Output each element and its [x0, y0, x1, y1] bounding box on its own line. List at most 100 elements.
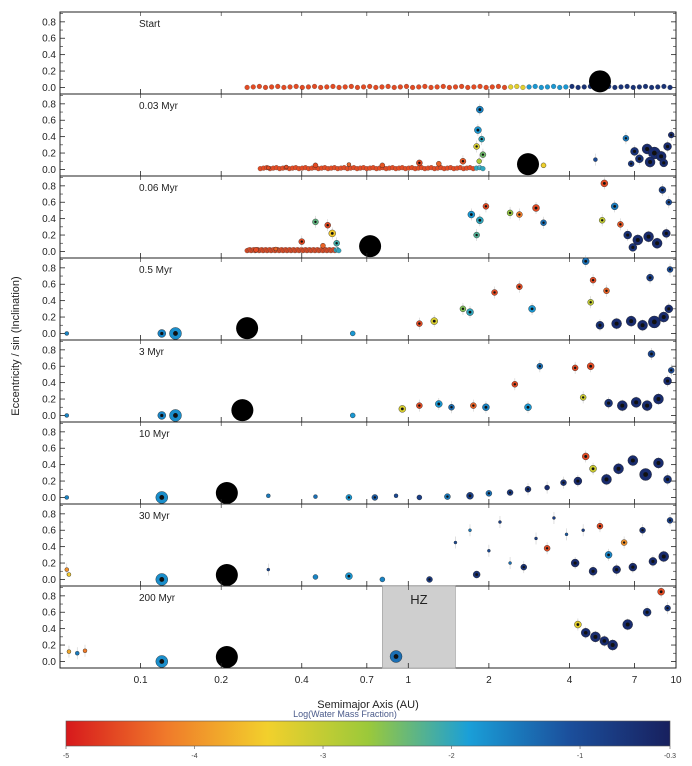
belt-body	[649, 84, 655, 90]
belt-body	[581, 84, 587, 90]
planet-core	[472, 404, 475, 407]
belt-body	[667, 84, 673, 90]
panel-data	[64, 450, 672, 504]
planet-core	[461, 160, 465, 163]
belt-body	[324, 84, 330, 90]
planet-core	[159, 577, 165, 582]
planet-core	[607, 553, 610, 557]
x-axis-title: Semimajor Axis (AU)	[317, 699, 418, 711]
belt-body	[563, 84, 569, 90]
planet-core	[522, 565, 525, 569]
planet-core	[602, 639, 607, 643]
panel-frame	[59, 11, 677, 95]
planet-core	[655, 241, 660, 246]
planet-core	[418, 404, 421, 407]
panel-1: 0.0 0.2 0.4 0.6 0.8 Start	[42, 11, 677, 95]
planet-core	[562, 481, 565, 484]
belt-body	[630, 84, 636, 90]
planet-core	[576, 479, 580, 483]
y-tick-label: 0.2	[42, 559, 56, 570]
panel-4: 0.0 0.2 0.4 0.6 0.8 0.5 Myr	[42, 255, 677, 341]
planet-point	[544, 484, 550, 491]
planet-core	[513, 383, 517, 386]
planet-core	[665, 379, 670, 383]
x-tick-label: 0.7	[360, 675, 374, 686]
planet-core	[326, 224, 329, 227]
panel-time-label: 3 Myr	[139, 347, 165, 358]
planet-core	[530, 307, 534, 311]
jupiter-point	[359, 235, 382, 258]
y-tick-label: 0.2	[42, 231, 56, 242]
panel-time-label: 0.03 Myr	[139, 101, 179, 112]
planet-core	[602, 181, 606, 185]
planet-core	[493, 291, 496, 294]
planet-core	[573, 561, 577, 565]
belt-body	[391, 84, 397, 90]
planet-core	[640, 323, 645, 328]
belt-body	[477, 83, 483, 90]
planet-core	[604, 477, 609, 482]
y-tick-label: 0.2	[42, 641, 56, 652]
planet-core	[591, 569, 595, 573]
x-tick-label: 0.4	[295, 675, 309, 686]
planet-core	[629, 162, 633, 165]
planet-core	[666, 606, 669, 610]
y-tick-label: 0.6	[42, 116, 56, 127]
planet-point	[66, 649, 72, 654]
belt-body	[250, 84, 256, 90]
y-tick-label: 0.8	[42, 181, 56, 192]
planet-core	[670, 369, 673, 372]
planet-point	[312, 574, 319, 580]
planet-core	[591, 278, 595, 282]
panel-frame	[59, 585, 677, 669]
x-tick-label: 1	[406, 675, 412, 686]
planet-point	[284, 164, 289, 170]
planet-point	[453, 540, 458, 545]
planet-core	[347, 496, 351, 499]
y-tick-label: 0.4	[42, 50, 56, 61]
planet-point	[266, 567, 271, 572]
planet-core	[670, 133, 673, 137]
planet-core	[632, 149, 637, 153]
planet-core	[630, 458, 635, 463]
planet-core	[335, 242, 338, 245]
y-tick-label: 0.0	[42, 247, 56, 258]
planet-core	[631, 245, 635, 249]
planet-point	[273, 246, 279, 252]
planet-core	[637, 157, 642, 161]
y-tick-label: 0.8	[42, 509, 56, 520]
belt-body	[465, 84, 471, 90]
belt-body	[618, 84, 624, 90]
y-tick-label: 0.6	[42, 34, 56, 45]
planet-core	[400, 407, 404, 411]
jupiter-point	[236, 317, 259, 340]
panel-data	[257, 103, 675, 176]
belt-body	[262, 84, 269, 90]
jupiter-point	[588, 70, 611, 93]
planet-core	[437, 402, 441, 406]
planet-core	[159, 495, 165, 500]
planet-point	[379, 576, 386, 583]
planet-core	[651, 559, 655, 564]
planet-core	[476, 128, 480, 132]
planet-core	[534, 206, 538, 210]
panel-data	[66, 585, 671, 668]
planet-core	[583, 630, 588, 635]
planet-point	[350, 412, 356, 419]
belt-body	[489, 84, 495, 90]
planet-point	[498, 520, 502, 524]
planet-core	[373, 496, 377, 499]
planet-core	[665, 477, 670, 481]
y-tick-label: 0.2	[42, 67, 56, 78]
belt-body	[440, 83, 446, 90]
planet-core	[508, 211, 512, 215]
planet-point	[313, 494, 318, 499]
panel-5: 0.0 0.2 0.4 0.6 0.8 3 Myr	[42, 339, 677, 423]
panel-6: 0.0 0.2 0.4 0.6 0.8 10 Myr	[42, 421, 677, 505]
y-tick-label: 0.0	[42, 165, 56, 176]
planet-point	[468, 528, 472, 532]
planet-core	[484, 205, 488, 208]
planet-core	[629, 319, 634, 324]
planet-core	[432, 319, 436, 323]
